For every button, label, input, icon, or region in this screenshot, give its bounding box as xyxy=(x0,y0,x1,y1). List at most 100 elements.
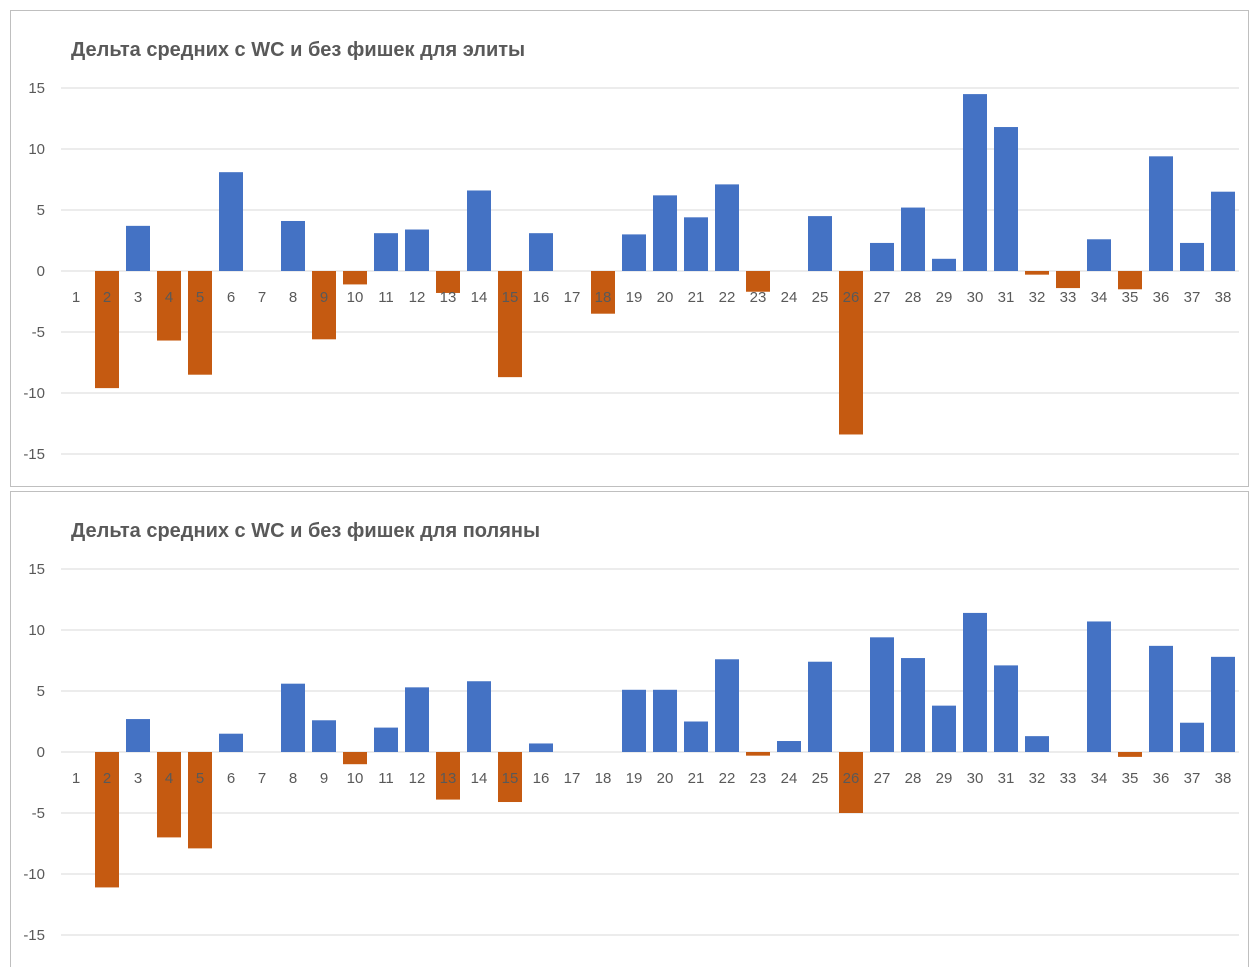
x-tick-label: 3 xyxy=(134,289,142,306)
x-tick-label: 28 xyxy=(905,289,922,306)
x-tick-label: 38 xyxy=(1215,770,1232,787)
y-tick-label: 0 xyxy=(37,263,45,280)
bar-8 xyxy=(281,683,305,752)
chart-panel-field: Дельта средних с WC и без фишек для поля… xyxy=(10,491,1249,967)
x-tick-label: 27 xyxy=(874,289,891,306)
y-tick-label: -5 xyxy=(32,324,45,341)
bar-2 xyxy=(95,752,119,888)
bar-5 xyxy=(188,271,212,375)
bar-35 xyxy=(1118,271,1142,290)
x-tick-label: 6 xyxy=(227,770,235,787)
bar-11 xyxy=(374,727,398,752)
bar-30 xyxy=(963,94,987,271)
bar-2 xyxy=(95,271,119,389)
x-tick-label: 37 xyxy=(1184,770,1201,787)
x-tick-label: 23 xyxy=(750,770,767,787)
x-tick-label: 14 xyxy=(471,770,488,787)
x-tick-label: 12 xyxy=(409,770,426,787)
bars xyxy=(95,612,1235,888)
x-tick-label: 38 xyxy=(1215,289,1232,306)
bar-16 xyxy=(529,233,553,271)
x-tick-label: 24 xyxy=(781,770,798,787)
bar-11 xyxy=(374,233,398,271)
bar-5 xyxy=(188,752,212,849)
bar-4 xyxy=(157,752,181,838)
y-tick-label: -10 xyxy=(23,385,45,402)
bar-29 xyxy=(932,258,956,271)
chart-panel-elite: Дельта средних с WC и без фишек для элит… xyxy=(10,10,1249,487)
bar-3 xyxy=(126,719,150,752)
bar-14 xyxy=(467,190,491,271)
bar-31 xyxy=(994,665,1018,752)
x-tick-label: 6 xyxy=(227,289,235,306)
bar-15 xyxy=(498,271,522,378)
x-tick-label: 11 xyxy=(378,289,394,306)
bar-20 xyxy=(653,195,677,271)
x-tick-label: 11 xyxy=(378,770,394,787)
chart-title: Дельта средних с WC и без фишек для элит… xyxy=(71,39,526,61)
bar-25 xyxy=(808,216,832,271)
bar-10 xyxy=(343,752,367,765)
x-tick-label: 19 xyxy=(626,289,643,306)
x-tick-label: 17 xyxy=(564,289,581,306)
y-axis: 15 10 5 0 -5 -10 -15 xyxy=(23,561,45,944)
y-tick-label: 15 xyxy=(28,80,45,97)
bar-14 xyxy=(467,681,491,752)
x-tick-label: 1 xyxy=(72,770,80,787)
x-axis: 1 2 3 4 5 6 7 8 9 10 11 12 13 14 15 16 17 18 19 20 21 22 23 24 2… xyxy=(72,289,1232,306)
x-tick-label: 30 xyxy=(967,289,984,306)
x-tick-label: 21 xyxy=(688,289,705,306)
bar-25 xyxy=(808,661,832,752)
bar-10 xyxy=(343,271,367,285)
bar-6 xyxy=(219,172,243,271)
bar-12 xyxy=(405,687,429,752)
bar-27 xyxy=(870,637,894,752)
x-tick-label: 1 xyxy=(72,289,80,306)
x-tick-label: 13 xyxy=(440,770,457,787)
x-tick-label: 34 xyxy=(1091,289,1108,306)
x-tick-label: 20 xyxy=(657,289,674,306)
x-tick-label: 19 xyxy=(626,770,643,787)
bar-16 xyxy=(529,743,553,752)
x-tick-label: 35 xyxy=(1122,770,1139,787)
bar-32 xyxy=(1025,736,1049,752)
bar-29 xyxy=(932,705,956,752)
bar-23 xyxy=(746,271,770,292)
bar-36 xyxy=(1149,156,1173,271)
y-tick-label: -10 xyxy=(23,866,45,883)
bar-22 xyxy=(715,184,739,271)
x-tick-label: 16 xyxy=(533,770,550,787)
y-tick-label: -5 xyxy=(32,805,45,822)
bar-9 xyxy=(312,720,336,752)
x-tick-label: 14 xyxy=(471,289,488,306)
x-tick-label: 20 xyxy=(657,770,674,787)
x-tick-label: 18 xyxy=(595,289,612,306)
bar-21 xyxy=(684,721,708,752)
bars xyxy=(95,94,1235,435)
bar-28 xyxy=(901,207,925,271)
x-tick-label: 13 xyxy=(440,289,457,306)
bar-31 xyxy=(994,127,1018,271)
y-axis: 15 10 5 0 -5 -10 -15 xyxy=(23,80,45,463)
x-tick-label: 31 xyxy=(998,770,1015,787)
x-tick-label: 22 xyxy=(719,770,736,787)
x-tick-label: 37 xyxy=(1184,289,1201,306)
y-tick-label: 10 xyxy=(28,141,45,158)
x-tick-label: 17 xyxy=(564,770,581,787)
x-tick-label: 7 xyxy=(258,289,266,306)
x-tick-label: 8 xyxy=(289,289,297,306)
x-tick-label: 2 xyxy=(103,289,111,306)
bar-34 xyxy=(1087,621,1111,752)
x-tick-label: 33 xyxy=(1060,770,1077,787)
x-tick-label: 27 xyxy=(874,770,891,787)
x-tick-label: 16 xyxy=(533,289,550,306)
y-tick-label: 10 xyxy=(28,622,45,639)
x-tick-label: 12 xyxy=(409,289,426,306)
bar-15 xyxy=(498,752,522,803)
x-tick-label: 32 xyxy=(1029,770,1046,787)
bar-4 xyxy=(157,271,181,341)
x-tick-label: 29 xyxy=(936,289,953,306)
bar-8 xyxy=(281,220,305,271)
y-tick-label: 0 xyxy=(37,744,45,761)
